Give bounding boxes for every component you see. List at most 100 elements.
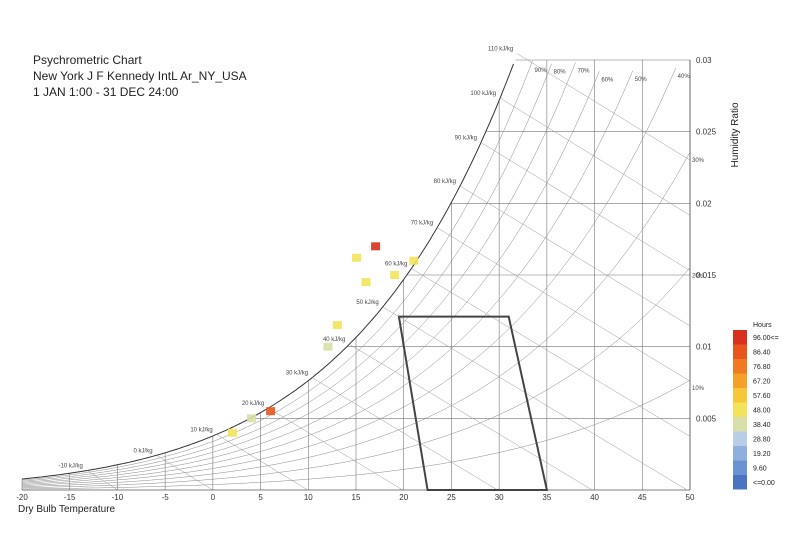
y-tick-label: 0.015: [696, 271, 717, 280]
legend-label: 28.80: [753, 437, 771, 444]
heatmap-cell: [371, 242, 381, 251]
rh-curve: [21, 151, 691, 487]
rh-label: 20%: [692, 273, 705, 279]
rh-label: 60%: [601, 77, 614, 83]
comfort-zone: [397, 315, 549, 491]
chart-subtitle-period: 1 JAN 1:00 - 31 DEC 24:00: [33, 85, 179, 99]
y-tick-label: 0.005: [696, 414, 717, 423]
legend-swatch: [733, 460, 747, 475]
x-tick-label: 15: [352, 493, 361, 502]
heatmap-cell: [227, 428, 237, 437]
enthalpy-label: -10 kJ/kg: [59, 464, 83, 470]
rh-label: 80%: [554, 70, 567, 76]
enthalpy-label: 30 kJ/kg: [286, 371, 308, 377]
enthalpy-line: [311, 377, 498, 491]
rh-curve: [21, 67, 676, 486]
heatmap-cell: [390, 271, 400, 279]
legend-swatch: [733, 446, 747, 461]
enthalpy-label: 40 kJ/kg: [323, 337, 345, 343]
legend-swatch: [733, 373, 747, 388]
rh-label: 90%: [535, 68, 548, 74]
enthalpy-label: 50 kJ/kg: [356, 300, 378, 306]
enthalpy-line: [480, 142, 691, 271]
enthalpy-line: [499, 97, 691, 216]
heatmap-cell: [323, 342, 333, 351]
legend-label: 19.20: [753, 451, 771, 458]
enthalpy-line: [86, 470, 119, 491]
heatmap-cell: [247, 414, 257, 423]
enthalpy-line: [459, 185, 691, 327]
enthalpy-label: 20 kJ/kg: [242, 401, 264, 407]
heatmap-cell: [266, 407, 276, 416]
rh-label: 30%: [692, 158, 705, 164]
y-tick-label: 0.03: [696, 56, 712, 65]
rh-curve: [21, 71, 600, 484]
x-tick-label: 0: [211, 493, 216, 502]
x-tick-label: 25: [447, 493, 456, 502]
x-tick-label: 40: [590, 493, 599, 502]
y-tick-label: 0.02: [696, 199, 712, 208]
rh-curve: [21, 60, 533, 481]
legend-label: 76.80: [753, 364, 771, 371]
rh-label: 10%: [692, 386, 705, 392]
legend-swatch: [733, 359, 747, 374]
enthalpy-label: 110 kJ/kg: [488, 47, 513, 53]
rh-label: 70%: [577, 68, 590, 74]
x-tick-label: 30: [495, 493, 504, 502]
legend-swatch: [733, 431, 747, 446]
enthalpy-line: [436, 227, 691, 382]
legend-label: 67.20: [753, 379, 771, 386]
x-axis-label: Dry Bulb Temperature: [18, 504, 116, 515]
enthalpy-line: [156, 455, 213, 491]
heatmap-cell: [352, 253, 361, 262]
x-tick-label: 20: [399, 493, 408, 502]
legend-label: 96.00<=: [753, 335, 779, 342]
x-tick-label: -5: [162, 493, 170, 502]
enthalpy-line: [349, 344, 593, 491]
x-tick-label: -20: [16, 493, 28, 502]
y-tick-label: 0.025: [696, 128, 717, 137]
legend-swatch: [733, 417, 747, 432]
legend-label: 86.40: [753, 350, 771, 357]
legend-label: 48.00: [753, 408, 771, 415]
legend-swatch: [733, 388, 747, 403]
rh-curve: [21, 62, 576, 483]
enthalpy-label: 10 kJ/kg: [190, 427, 212, 433]
legend-swatch: [733, 330, 747, 345]
legend-swatch: [733, 475, 747, 490]
enthalpy-label: 100 kJ/kg: [470, 91, 496, 97]
rh-label: 50%: [635, 77, 648, 83]
x-tick-label: -10: [112, 493, 124, 502]
legend-swatch: [733, 344, 747, 359]
heatmap-cell: [361, 278, 371, 287]
enthalpy-label: 0 kJ/kg: [134, 448, 153, 454]
enthalpy-line: [517, 53, 691, 161]
legend-title: Hours: [753, 322, 772, 329]
y-axis-label: Humidity Ratio: [730, 102, 741, 167]
rh-label: 40%: [678, 74, 691, 80]
enthalpy-label: 80 kJ/kg: [434, 179, 456, 185]
legend-label: <=0.00: [753, 480, 775, 487]
legend-label: 9.60: [753, 466, 767, 473]
enthalpy-line: [268, 407, 403, 491]
enthalpy-label: 90 kJ/kg: [455, 135, 477, 141]
rh-curve: [21, 63, 552, 482]
enthalpy-label: 70 kJ/kg: [411, 221, 433, 227]
heatmap-cell: [332, 321, 342, 330]
enthalpy-label: 60 kJ/kg: [385, 261, 407, 267]
x-tick-label: 50: [686, 493, 695, 502]
enthalpy-line: [216, 434, 308, 491]
x-tick-label: -15: [64, 493, 76, 502]
x-tick-label: 5: [258, 493, 263, 502]
enthalpy-line: [382, 306, 688, 491]
x-tick-label: 45: [638, 493, 647, 502]
x-tick-label: 35: [542, 493, 551, 502]
x-tick-label: 10: [304, 493, 313, 502]
legend-label: 57.60: [753, 393, 771, 400]
y-tick-label: 0.01: [696, 343, 712, 352]
enthalpy-line: [411, 268, 691, 437]
heatmap-cell: [409, 256, 419, 265]
rh-curve: [22, 379, 691, 490]
